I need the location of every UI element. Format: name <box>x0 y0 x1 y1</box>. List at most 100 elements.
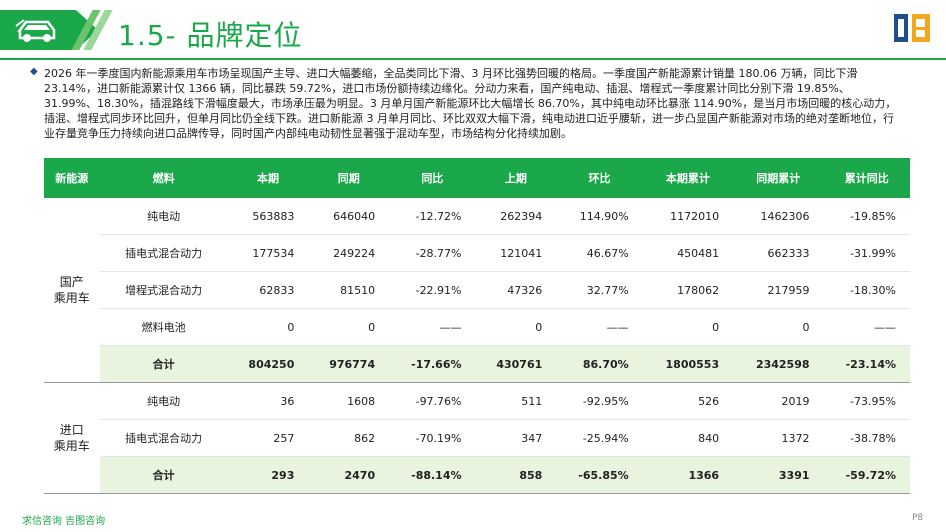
cell-fuel: 插电式混合动力 <box>99 234 228 272</box>
cell-prev-year: 1608 <box>308 382 390 420</box>
column-header: 同期累计 <box>733 158 824 198</box>
page-number: P8 <box>912 513 924 523</box>
cell-prev-year: 646040 <box>308 198 390 235</box>
cell-cum: 1172010 <box>642 198 734 235</box>
cell-yoy: -17.66% <box>389 345 476 383</box>
table-total-row: 合计 804250 976774 -17.66% 430761 86.70% 1800553… <box>44 345 910 383</box>
cell-cur: 293 <box>227 456 309 494</box>
cell-mom: -92.95% <box>556 382 643 420</box>
group-label-line: 进口 <box>59 423 84 437</box>
cell-fuel: 纯电动 <box>99 382 228 420</box>
column-header: 燃料 <box>99 158 228 198</box>
cell-cum: 1800553 <box>642 345 734 383</box>
cell-cur: 36 <box>227 382 309 420</box>
cell-cum: 0 <box>642 308 734 346</box>
column-header: 同期 <box>308 158 390 198</box>
table-row: 进口 乘用车 纯电动 36 1608 -97.76% 511 -92.95% 526 2019 -7… <box>44 382 910 494</box>
cell-cum: 178062 <box>642 271 734 309</box>
cell-fuel: 插电式混合动力 <box>99 419 228 457</box>
cell-mom: —— <box>556 308 643 346</box>
group-label-line: 国产 <box>59 275 84 289</box>
cell-mom: -25.94% <box>556 419 643 457</box>
cell-cum-yoy: -18.30% <box>823 271 910 309</box>
intro-paragraph: 2026 年一季度国内新能源乘用车市场呈现国产主导、进口大幅萎缩，全品类同比下滑… <box>44 67 897 140</box>
cell-prev-year: 249224 <box>308 234 390 272</box>
cell-prev-year: 2470 <box>308 456 390 494</box>
footer-source: 求信咨询 吉图咨询 <box>22 516 106 527</box>
column-header: 本期 <box>227 158 309 198</box>
cell-cur: 0 <box>227 308 309 346</box>
cell-cum-yoy: -38.78% <box>823 419 910 457</box>
slide-header: 1.5- 品牌定位 <box>0 0 946 62</box>
group-label: 进口 乘用车 <box>44 382 100 494</box>
cell-cum-prev: 2342598 <box>733 345 824 383</box>
table-total-row: 合计 293 2470 -88.14% 858 -65.85% 1366 3391 -59.72… <box>44 456 910 494</box>
cell-cum-prev: 0 <box>733 308 824 346</box>
header-divider <box>0 58 946 60</box>
group-label-line: 乘用车 <box>53 291 90 305</box>
cell-mom: 114.90% <box>556 198 643 235</box>
cell-yoy: -22.91% <box>389 271 476 309</box>
column-header: 环比 <box>556 158 643 198</box>
cell-yoy: -97.76% <box>389 382 476 420</box>
table-row: 插电式混合动力 257 862 -70.19% 347 -25.94% 840 1372 -38… <box>44 419 910 457</box>
table-row: 燃料电池 0 0 —— 0 —— 0 0 —— <box>44 308 910 346</box>
cell-prev-year: 862 <box>308 419 390 457</box>
cell-cum-prev: 1462306 <box>733 198 824 235</box>
cell-cum: 840 <box>642 419 734 457</box>
cell-mom: 86.70% <box>556 345 643 383</box>
cell-prev-year: 81510 <box>308 271 390 309</box>
cell-prev: 511 <box>475 382 557 420</box>
table-row: 插电式混合动力 177534 249224 -28.77% 121041 46.67% 45… <box>44 234 910 272</box>
cell-cum-prev: 3391 <box>733 456 824 494</box>
cell-cum: 526 <box>642 382 734 420</box>
cell-cur: 257 <box>227 419 309 457</box>
column-header: 新能源 <box>44 158 100 198</box>
cell-yoy: -88.14% <box>389 456 476 494</box>
cell-cum-prev: 2019 <box>733 382 824 420</box>
cell-cum-prev: 662333 <box>733 234 824 272</box>
column-header: 上期 <box>475 158 557 198</box>
bullet-icon: ◆ <box>30 66 38 77</box>
table-row: 国产 乘用车 纯电动 563883 646040 -12.72% 262394 114.90%… <box>44 198 910 383</box>
cell-cur: 62833 <box>227 271 309 309</box>
cell-prev-year: 976774 <box>308 345 390 383</box>
cell-fuel: 合计 <box>99 345 228 383</box>
cell-mom: -65.85% <box>556 456 643 494</box>
cell-cum-yoy: -73.95% <box>823 382 910 420</box>
cell-prev: 0 <box>475 308 557 346</box>
column-header: 同比 <box>389 158 476 198</box>
cell-yoy: -70.19% <box>389 419 476 457</box>
cell-fuel: 燃料电池 <box>99 308 228 346</box>
cell-cum: 450481 <box>642 234 734 272</box>
cell-yoy: -28.77% <box>389 234 476 272</box>
cell-prev: 347 <box>475 419 557 457</box>
cell-prev: 262394 <box>475 198 557 235</box>
table-row: 增程式混合动力 62833 81510 -22.91% 47326 32.77% 17806… <box>44 271 910 309</box>
cell-cum-yoy: -31.99% <box>823 234 910 272</box>
cell-mom: 46.67% <box>556 234 643 272</box>
cell-cur: 804250 <box>227 345 309 383</box>
cell-cur: 177534 <box>227 234 309 272</box>
cell-prev: 47326 <box>475 271 557 309</box>
cell-cum-prev: 217959 <box>733 271 824 309</box>
cell-cum-yoy: -23.14% <box>823 345 910 383</box>
cell-cum-yoy: —— <box>823 308 910 346</box>
table-header-row: 新能源 燃料 本期 同期 同比 上期 环比 本期累计 同期累计 累计同比 <box>44 158 910 198</box>
cell-prev-year: 0 <box>308 308 390 346</box>
cell-prev: 121041 <box>475 234 557 272</box>
column-header: 本期累计 <box>642 158 734 198</box>
page-title: 1.5- 品牌定位 <box>118 19 303 52</box>
cell-cum: 1366 <box>642 456 734 494</box>
sales-table: 新能源 燃料 本期 同期 同比 上期 环比 本期累计 同期累计 累计同比 国产乘… <box>44 158 910 494</box>
cell-yoy: -12.72% <box>389 198 476 235</box>
cell-cum-prev: 1372 <box>733 419 824 457</box>
cell-prev: 858 <box>475 456 557 494</box>
cell-mom: 32.77% <box>556 271 643 309</box>
cell-fuel: 合计 <box>99 456 228 494</box>
brand-logo-icon <box>894 14 930 42</box>
cell-fuel: 纯电动 <box>99 198 228 235</box>
cell-fuel: 增程式混合动力 <box>99 271 228 309</box>
group-label-line: 乘用车 <box>53 439 90 453</box>
cell-cum-yoy: -59.72% <box>823 456 910 494</box>
